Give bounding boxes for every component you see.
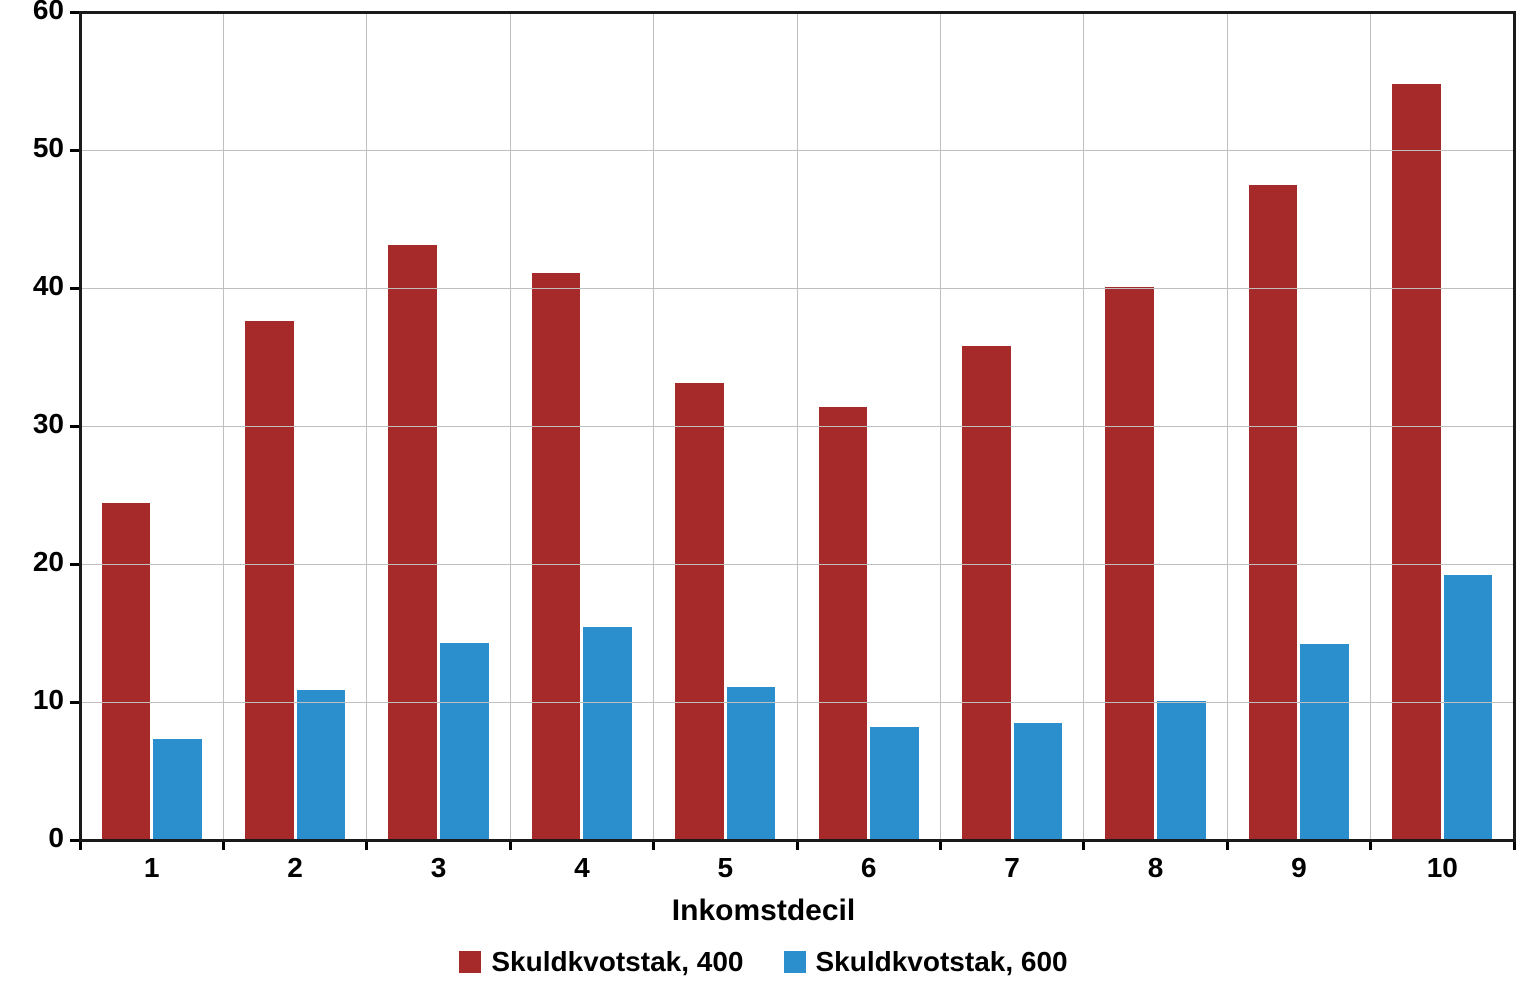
bar [1444, 575, 1493, 840]
plot-border [79, 11, 82, 842]
x-tick-mark [79, 840, 82, 850]
y-tick-label: 50 [33, 132, 64, 164]
y-tick-label: 10 [33, 684, 64, 716]
x-tick-label: 2 [265, 852, 325, 884]
bar [532, 273, 581, 840]
x-tick-mark [509, 840, 512, 850]
bar [1300, 644, 1349, 840]
bar [153, 739, 202, 840]
gridline-vertical [1083, 12, 1084, 840]
x-tick-label: 1 [122, 852, 182, 884]
legend-item: Skuldkvotstak, 400 [459, 946, 743, 978]
bar [870, 727, 919, 840]
bar [245, 321, 294, 840]
legend-label: Skuldkvotstak, 600 [816, 946, 1068, 978]
x-tick-label: 4 [552, 852, 612, 884]
x-tick-mark [1082, 840, 1085, 850]
x-tick-label: 7 [982, 852, 1042, 884]
bar [1014, 723, 1063, 840]
bar [819, 407, 868, 840]
y-tick-label: 30 [33, 408, 64, 440]
legend-label: Skuldkvotstak, 400 [491, 946, 743, 978]
bar [1392, 84, 1441, 840]
x-tick-mark [222, 840, 225, 850]
plot-border [79, 11, 1516, 14]
x-tick-label: 9 [1269, 852, 1329, 884]
x-tick-label: 3 [409, 852, 469, 884]
x-tick-mark [796, 840, 799, 850]
x-tick-mark [939, 840, 942, 850]
bar [388, 245, 437, 840]
legend-item: Skuldkvotstak, 600 [784, 946, 1068, 978]
gridline-vertical [653, 12, 654, 840]
gridline-vertical [366, 12, 367, 840]
x-tick-mark [1369, 840, 1372, 850]
x-tick-label: 8 [1126, 852, 1186, 884]
x-tick-mark [1513, 840, 1516, 850]
bar [1249, 185, 1298, 841]
gridline-vertical [940, 12, 941, 840]
y-tick-label: 20 [33, 546, 64, 578]
bar [675, 383, 724, 840]
legend: Skuldkvotstak, 400 Skuldkvotstak, 600 [0, 946, 1527, 978]
y-tick-label: 0 [48, 822, 64, 854]
x-tick-label: 10 [1412, 852, 1472, 884]
bar [102, 503, 151, 840]
x-axis-title: Inkomstdecil [0, 894, 1527, 928]
bar [583, 627, 632, 840]
gridline-vertical [797, 12, 798, 840]
x-tick-label: 6 [839, 852, 899, 884]
bar [440, 643, 489, 840]
plot-border [79, 839, 1516, 842]
x-tick-label: 5 [695, 852, 755, 884]
gridline-vertical [1370, 12, 1371, 840]
gridline-vertical [1227, 12, 1228, 840]
y-tick-label: 40 [33, 270, 64, 302]
bar [1157, 701, 1206, 840]
bar [962, 346, 1011, 840]
bar [297, 690, 346, 840]
x-tick-mark [365, 840, 368, 850]
plot-border [1513, 11, 1516, 842]
x-tick-mark [652, 840, 655, 850]
legend-swatch [459, 951, 481, 973]
bar [727, 687, 776, 840]
gridline-vertical [223, 12, 224, 840]
x-tick-mark [1226, 840, 1229, 850]
chart-root: 0 10 20 30 40 50 60 1 2 3 4 5 6 7 8 9 10 Inkomstdecil S… [0, 0, 1527, 997]
gridline-vertical [510, 12, 511, 840]
legend-swatch [784, 951, 806, 973]
y-tick-label: 60 [33, 0, 64, 26]
